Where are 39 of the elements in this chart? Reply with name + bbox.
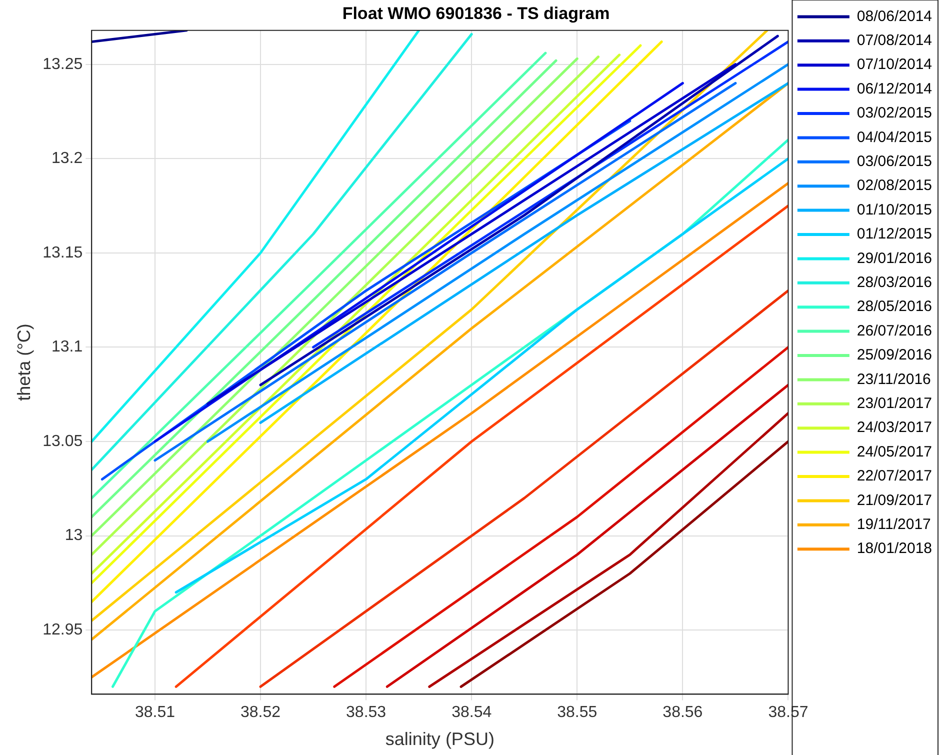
legend-label: 23/11/2016 bbox=[856, 370, 931, 388]
legend-label: 02/08/2015 bbox=[856, 177, 932, 194]
y-tick-label: 13 bbox=[64, 527, 83, 544]
legend-label: 08/06/2014 bbox=[856, 8, 932, 25]
legend-label: 28/05/2016 bbox=[856, 298, 932, 316]
y-tick-label: 13.05 bbox=[42, 432, 83, 450]
x-tick-label: 38.55 bbox=[557, 704, 598, 722]
legend-label: 07/08/2014 bbox=[856, 32, 932, 50]
legend-label: 04/04/2015 bbox=[856, 128, 932, 146]
legend-label: 18/01/2018 bbox=[856, 540, 932, 558]
legend-label: 07/10/2014 bbox=[856, 56, 932, 74]
legend-label: 01/10/2015 bbox=[856, 201, 932, 218]
x-axis-title: salinity (PSU) bbox=[385, 729, 494, 750]
y-tick-label: 13.25 bbox=[42, 56, 83, 73]
y-tick-label: 12.95 bbox=[42, 621, 83, 638]
legend-label: 23/01/2017 bbox=[856, 395, 932, 412]
y-axis-title: theta (°C) bbox=[14, 324, 34, 401]
legend-label: 26/07/2016 bbox=[856, 322, 932, 340]
legend-label: 29/01/2016 bbox=[856, 250, 932, 267]
legend-label: 24/05/2017 bbox=[856, 443, 932, 460]
legend-label: 03/02/2015 bbox=[856, 104, 932, 122]
y-tick-label: 13.15 bbox=[42, 244, 83, 262]
legend-label: 06/12/2014 bbox=[856, 80, 932, 98]
legend-label: 03/06/2015 bbox=[856, 153, 932, 170]
x-tick-label: 38.52 bbox=[240, 704, 281, 722]
legend-label: 25/09/2016 bbox=[856, 346, 932, 364]
legend-label: 22/07/2017 bbox=[856, 468, 932, 485]
legend-label: 28/03/2016 bbox=[856, 274, 932, 292]
chart-title: Float WMO 6901836 - TS diagram bbox=[342, 4, 610, 23]
y-tick-label: 13.1 bbox=[52, 338, 83, 356]
x-tick-label: 38.54 bbox=[452, 704, 492, 722]
y-tick-label: 13.2 bbox=[52, 150, 83, 168]
legend-label: 01/12/2015 bbox=[856, 226, 932, 243]
legend-label: 24/03/2017 bbox=[856, 419, 932, 436]
legend-label: 19/11/2017 bbox=[856, 516, 931, 534]
x-tick-label: 38.53 bbox=[346, 704, 386, 722]
x-tick-label: 38.51 bbox=[134, 704, 176, 722]
x-tick-label: 38.56 bbox=[662, 704, 703, 722]
legend-label: 21/09/2017 bbox=[856, 492, 932, 509]
